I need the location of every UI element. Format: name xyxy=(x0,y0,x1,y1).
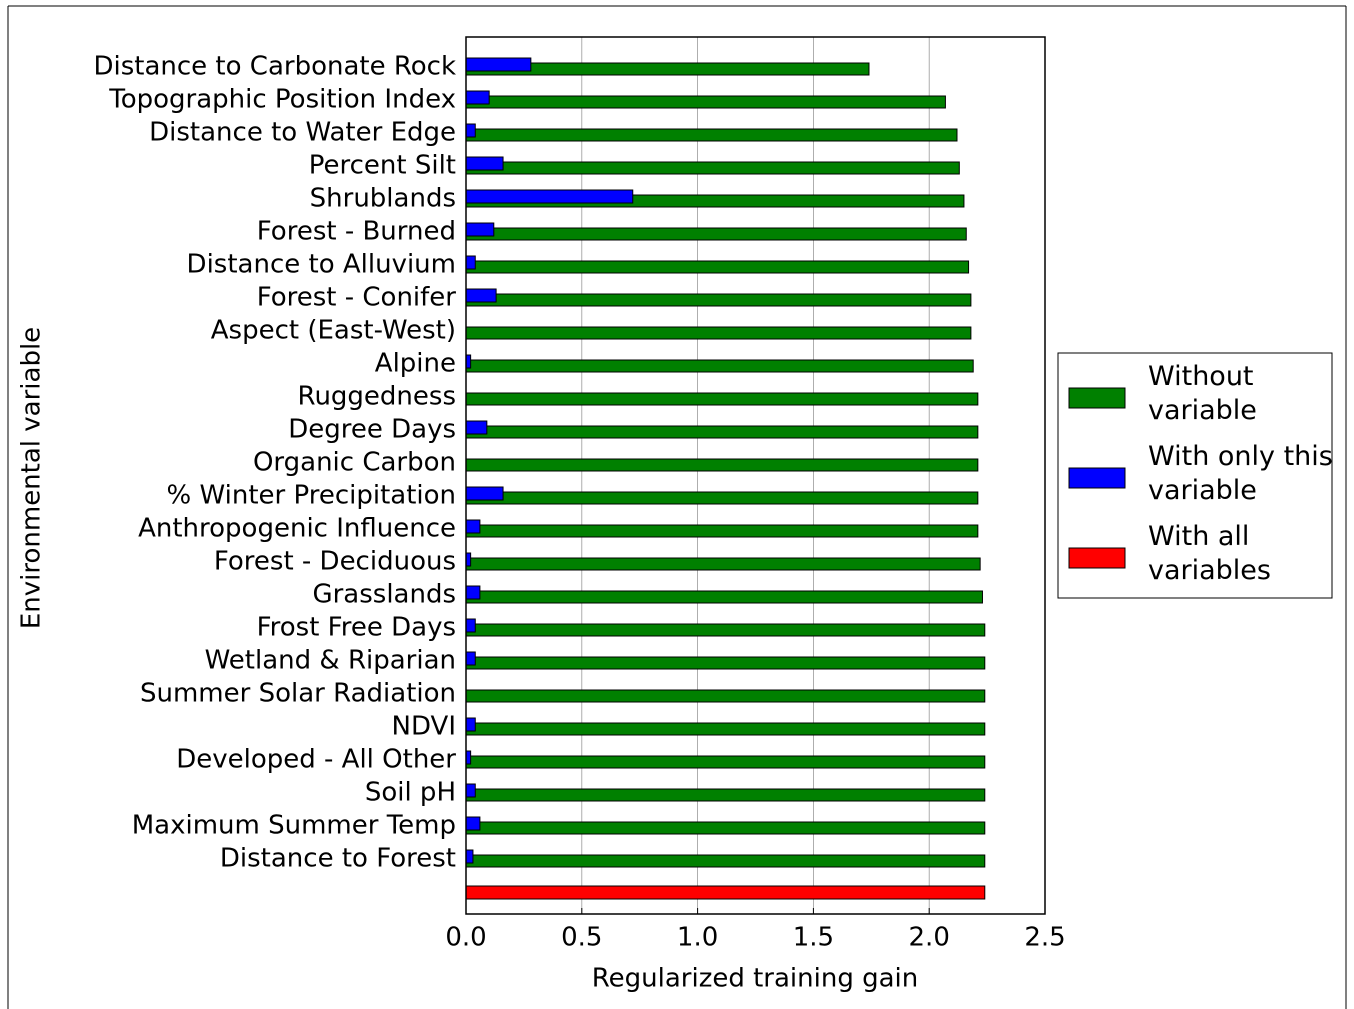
y-tick-label: Soil pH xyxy=(365,778,456,808)
bar xyxy=(465,524,979,538)
bar xyxy=(465,161,960,175)
bar xyxy=(465,821,986,835)
bar xyxy=(465,849,474,864)
bar xyxy=(465,717,476,732)
bar xyxy=(465,651,476,666)
bar xyxy=(465,486,504,501)
legend-swatch xyxy=(1068,467,1126,489)
bar xyxy=(465,783,476,798)
y-tick-label: Forest - Deciduous xyxy=(214,547,456,577)
legend-label: With all variables xyxy=(1148,521,1271,586)
bar xyxy=(465,656,986,670)
bar xyxy=(465,519,481,534)
y-tick-label: NDVI xyxy=(392,712,456,742)
y-tick-label: Wetland & Riparian xyxy=(205,646,456,676)
bar xyxy=(465,816,481,831)
legend-label: With only this variable xyxy=(1148,441,1333,506)
bar xyxy=(465,293,972,307)
bar xyxy=(465,885,986,900)
bar xyxy=(465,618,476,633)
y-tick-label: Frost Free Days xyxy=(257,613,456,643)
bar xyxy=(465,458,979,472)
bar xyxy=(465,491,979,505)
y-axis-label: Environmental variable xyxy=(17,327,47,629)
bar xyxy=(465,425,979,439)
y-tick-label: % Winter Precipitation xyxy=(167,481,456,511)
y-tick-label: Distance to Forest xyxy=(220,844,456,874)
x-tick-label: 1.0 xyxy=(677,923,718,953)
bar xyxy=(465,557,981,571)
y-tick-label: Distance to Alluvium xyxy=(187,250,456,280)
bar xyxy=(465,585,481,600)
x-tick-label: 2.5 xyxy=(1024,923,1065,953)
bar xyxy=(465,123,476,138)
x-tick-label: 0.0 xyxy=(445,923,486,953)
y-tick-label: Grasslands xyxy=(312,580,456,610)
y-tick-label: Forest - Burned xyxy=(257,217,456,247)
y-tick-label: Summer Solar Radiation xyxy=(140,679,456,709)
x-axis-label: Regularized training gain xyxy=(592,964,919,994)
bar xyxy=(465,227,967,241)
bar xyxy=(465,222,495,237)
y-tick-label: Developed - All Other xyxy=(176,745,456,775)
legend-label: Without variable xyxy=(1148,361,1257,426)
y-tick-label: Percent Silt xyxy=(309,151,456,181)
y-tick-label: Anthropogenic Influence xyxy=(138,514,456,544)
y-tick-label: Organic Carbon xyxy=(253,448,456,478)
bar xyxy=(465,392,979,406)
x-tick-label: 2.0 xyxy=(909,923,950,953)
plot-frame xyxy=(465,36,1046,915)
bar xyxy=(465,156,504,171)
bar xyxy=(465,689,986,703)
x-tick-label: 1.5 xyxy=(793,923,834,953)
bar xyxy=(465,420,488,435)
bar xyxy=(465,95,946,109)
y-tick-label: Forest - Conifer xyxy=(257,283,457,313)
bar xyxy=(465,288,497,303)
y-tick-label: Aspect (East-West) xyxy=(211,316,456,346)
bar xyxy=(465,326,972,340)
y-tick-label: Topographic Position Index xyxy=(108,85,456,115)
y-tick-label: Ruggedness xyxy=(298,382,456,412)
bar xyxy=(465,590,983,604)
bar xyxy=(465,623,986,637)
y-tick-label: Degree Days xyxy=(288,415,456,445)
legend-swatch xyxy=(1068,547,1126,569)
x-tick-label: 0.5 xyxy=(561,923,602,953)
y-tick-label: Shrublands xyxy=(310,184,456,214)
bar xyxy=(465,90,490,105)
bar xyxy=(465,755,986,769)
bar xyxy=(465,722,986,736)
y-tick-label: Maximum Summer Temp xyxy=(132,811,456,841)
bar xyxy=(465,255,476,270)
bar xyxy=(465,788,986,802)
bar xyxy=(465,57,532,72)
y-tick-label: Alpine xyxy=(375,349,456,379)
bar xyxy=(465,128,958,142)
bar xyxy=(465,359,974,373)
bar xyxy=(465,854,986,868)
bar xyxy=(465,260,970,274)
y-tick-label: Distance to Carbonate Rock xyxy=(93,52,456,82)
y-tick-label: Distance to Water Edge xyxy=(149,118,456,148)
legend-swatch xyxy=(1068,387,1126,409)
bar xyxy=(465,189,634,204)
